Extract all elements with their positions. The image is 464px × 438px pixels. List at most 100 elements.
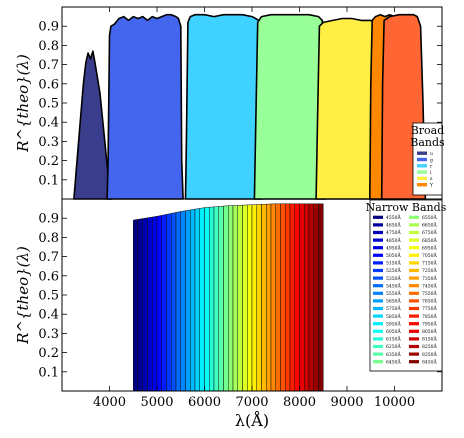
x-tick-label: 8000	[283, 395, 316, 410]
y-tick-label: 0.1	[38, 365, 59, 380]
narrow-legend-label: 4850Å	[386, 236, 401, 244]
broad-legend-swatch	[417, 164, 427, 168]
narrow-band-24	[242, 204, 248, 392]
narrow-legend-swatch	[373, 314, 383, 318]
narrow-band-2	[137, 218, 143, 392]
narrow-band-22	[232, 205, 238, 392]
narrow-legend-label: 5650Å	[386, 297, 401, 305]
narrow-legend-label: 7550Å	[422, 289, 437, 297]
broad-legend-title: Bands	[410, 136, 445, 149]
narrow-legend-swatch	[409, 299, 419, 303]
narrow-band-6	[156, 215, 162, 392]
broad-legend-label: u	[430, 152, 433, 157]
x-axis-label: λ(Å)	[235, 410, 269, 430]
narrow-band-18	[213, 206, 219, 392]
narrow-legend-swatch	[373, 261, 383, 265]
broad-panel-ylabel: R^{theo}(λ)	[14, 54, 32, 153]
narrow-band-23	[237, 204, 243, 392]
broad-legend-label: i	[430, 170, 432, 176]
narrow-legend-swatch	[373, 253, 383, 257]
narrow-legend-swatch	[373, 329, 383, 333]
narrow-legend-swatch	[373, 230, 383, 235]
narrow-legend-swatch	[409, 291, 419, 295]
narrow-band-29	[266, 203, 272, 392]
broad-legend-label: g	[430, 158, 433, 163]
narrow-legend-swatch	[373, 246, 383, 250]
narrow-band-11	[180, 210, 186, 392]
narrow-legend-label: 6750Å	[422, 228, 437, 236]
y-tick-label: 0.3	[38, 135, 59, 150]
y-tick-label: 0.5	[38, 97, 59, 112]
narrow-legend-label: 7050Å	[422, 251, 437, 259]
y-tick-label: 0.1	[38, 173, 59, 188]
narrow-band-40	[318, 203, 324, 392]
narrow-panel-ylabel: R^{theo}(λ)	[14, 246, 32, 345]
narrow-band-35	[294, 203, 300, 392]
narrow-legend-swatch	[373, 215, 383, 219]
narrow-legend-swatch	[373, 291, 383, 295]
narrow-legend-swatch	[409, 246, 419, 250]
narrow-band-20	[223, 205, 229, 392]
narrow-legend-swatch	[373, 306, 383, 311]
broad-band-u	[73, 50, 113, 200]
narrow-panel-axes: 0.1 0.2 0.3 0.4 0.5 0.6 0.7 0.8 0.9 4000 5000 6000 7…	[38, 212, 442, 410]
narrow-band-13	[190, 208, 196, 392]
narrow-band-25	[247, 204, 253, 392]
broad-legend-swatch	[417, 176, 427, 181]
narrow-legend-label: 8350Å	[422, 350, 437, 358]
narrow-legend-label: 7250Å	[422, 266, 437, 274]
narrow-legend-label: 5950Å	[386, 319, 401, 327]
narrow-legend-label: 5150Å	[386, 259, 401, 267]
narrow-legend-label: 6550Å	[422, 213, 437, 221]
narrow-legend-label: 6450Å	[386, 357, 401, 365]
narrow-legend-label: 6650Å	[422, 221, 437, 229]
narrow-band-38	[308, 203, 314, 392]
narrow-legend-label: 5750Å	[386, 304, 401, 312]
narrow-legend-swatch	[409, 344, 419, 349]
narrow-legend-label: 5850Å	[386, 312, 401, 320]
narrow-legend-label: 6050Å	[386, 327, 401, 335]
narrow-bands-legend: Narrow Bands4550Å4650Å4750Å4850Å4950Å505…	[366, 199, 447, 372]
narrow-legend-label: 5550Å	[386, 289, 401, 297]
narrow-legend-swatch	[373, 337, 383, 341]
narrow-legend-swatch	[409, 284, 419, 288]
narrow-band-39	[313, 203, 319, 392]
narrow-legend-label: 7450Å	[422, 281, 437, 289]
narrow-legend-label: 6950Å	[422, 243, 437, 251]
y-tick-label: 0.6	[38, 269, 59, 284]
narrow-band-10	[175, 211, 181, 392]
narrow-legend-swatch	[409, 306, 419, 311]
narrow-band-17	[209, 206, 215, 392]
narrow-legend-label: 6350Å	[386, 350, 401, 358]
y-tick-label: 0.7	[38, 250, 59, 265]
narrow-legend-swatch	[409, 223, 419, 227]
narrow-legend-swatch	[409, 253, 419, 257]
x-tick-label: 7000	[235, 395, 268, 410]
narrow-band-4	[147, 216, 153, 392]
broad-legend-label: z	[430, 177, 433, 182]
narrow-legend-swatch	[373, 223, 383, 227]
narrow-band-33	[285, 203, 291, 392]
narrow-band-14	[194, 208, 200, 392]
narrow-legend-swatch	[409, 337, 419, 341]
broad-panel-axes: 0.1 0.2 0.3 0.4 0.5 0.6 0.7 0.8 0.9	[38, 7, 442, 188]
broad-legend-swatch	[417, 170, 427, 174]
y-tick-label: 0.8	[38, 39, 59, 54]
y-tick-label: 0.4	[38, 116, 59, 131]
broad-band-g	[106, 13, 184, 200]
narrow-band-32	[280, 203, 286, 392]
narrow-band-5	[152, 215, 158, 392]
narrow-band-30	[270, 203, 276, 392]
narrow-band-31	[275, 203, 281, 392]
x-tick-label: 4000	[93, 395, 126, 410]
narrow-legend-swatch	[409, 329, 419, 333]
narrow-legend-label: 6850Å	[422, 236, 437, 244]
narrow-bands-panel: 0.1 0.2 0.3 0.4 0.5 0.6 0.7 0.8 0.9 4000 5000 6000 7…	[14, 198, 447, 430]
narrow-legend-swatch	[373, 299, 383, 303]
narrow-legend-label: 7950Å	[422, 319, 437, 327]
narrow-legend-label: 4750Å	[386, 228, 401, 236]
narrow-legend-swatch	[373, 352, 383, 356]
narrow-legend-label: 6150Å	[386, 335, 401, 343]
narrow-legend-swatch	[409, 268, 419, 273]
